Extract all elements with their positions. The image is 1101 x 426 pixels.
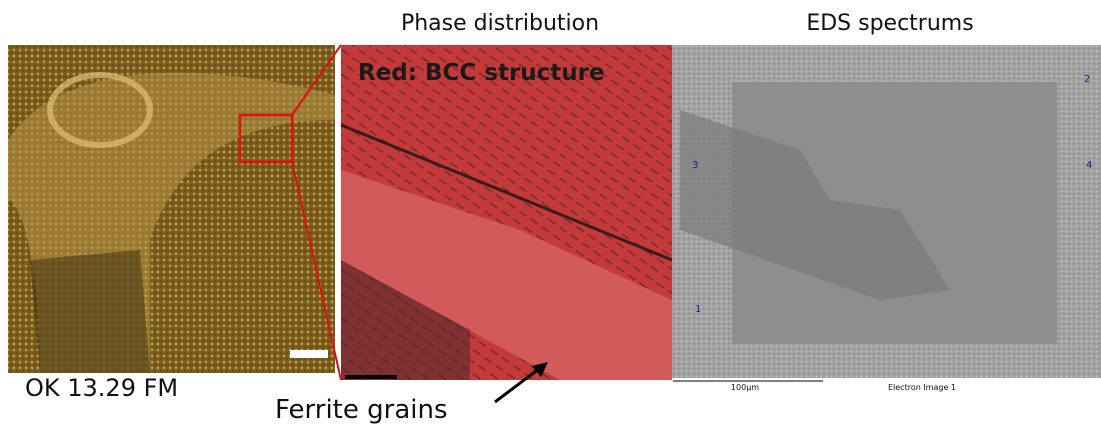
optical-image <box>8 45 335 373</box>
spectrum-marker: 2 <box>1084 74 1090 85</box>
scale-label: 100µm <box>731 383 759 392</box>
scale-bar <box>290 350 328 358</box>
spectrum-marker: 4 <box>1086 160 1092 171</box>
sem-image: 2 3 4 1 100µm Electron Image 1 <box>672 45 1101 392</box>
sample-label: OK 13.29 FM <box>25 374 178 402</box>
scale-bar <box>345 375 397 379</box>
panel-title: Phase distribution <box>401 11 599 36</box>
phase-image: Red: BCC structure <box>341 45 672 380</box>
overlay-label: Red: BCC structure <box>358 60 605 86</box>
image-feature <box>30 250 150 373</box>
panel-title: EDS spectrums <box>806 11 973 36</box>
image-caption: Electron Image 1 <box>888 383 956 392</box>
spectrum-marker: 1 <box>695 304 701 315</box>
annotation: Ferrite grains <box>275 395 448 425</box>
spectrum-marker: 3 <box>692 160 698 171</box>
figure: Phase distribution EDS spectrums OK 13.2… <box>0 0 1101 426</box>
